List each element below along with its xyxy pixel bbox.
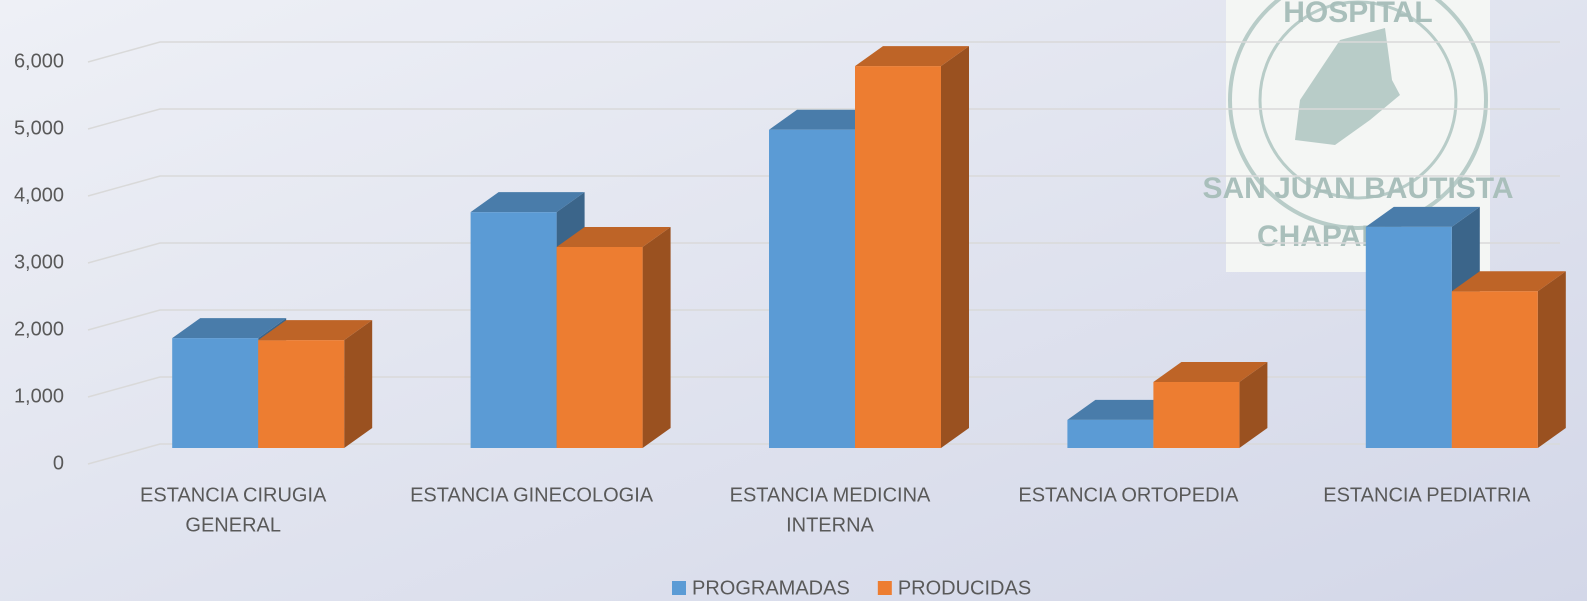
bar-side [1538, 271, 1566, 448]
y-tick-label: 1,000 [14, 385, 64, 407]
y-tick-label: 5,000 [14, 117, 64, 139]
bar [855, 66, 941, 448]
bar [1067, 420, 1153, 448]
y-tick-label: 2,000 [14, 318, 64, 340]
bar-side [643, 227, 671, 448]
y-tick-label: 6,000 [14, 50, 64, 72]
bar [1153, 382, 1239, 448]
x-tick-label: INTERNA [786, 514, 874, 536]
bar [769, 130, 855, 448]
bar [557, 247, 643, 448]
y-tick-label: 0 [53, 452, 64, 474]
x-tick-label: GENERAL [185, 514, 281, 536]
bar-side [344, 320, 372, 448]
bar [172, 338, 258, 448]
chart: HOSPITAL SAN JUAN BAUTISTA CHAPARE PROGR… [0, 0, 1587, 601]
bar [258, 340, 344, 448]
x-tick-label: ESTANCIA MEDICINA [730, 484, 931, 506]
bar-side [941, 46, 969, 448]
x-tick-label: ESTANCIA CIRUGIA [140, 484, 327, 506]
bar [1452, 291, 1538, 448]
legend-label: PROGRAMADAS [692, 577, 850, 599]
legend-swatch [878, 581, 892, 595]
legend-swatch [672, 581, 686, 595]
legend-label: PRODUCIDAS [898, 577, 1031, 599]
y-tick-label: 3,000 [14, 251, 64, 273]
bar [471, 212, 557, 448]
x-tick-label: ESTANCIA ORTOPEDIA [1018, 484, 1239, 506]
logo-text: HOSPITAL [1283, 0, 1432, 29]
x-tick-label: ESTANCIA GINECOLOGIA [410, 484, 654, 506]
y-tick-label: 4,000 [14, 184, 64, 206]
bar [1366, 227, 1452, 448]
logo-text: SAN JUAN BAUTISTA [1202, 172, 1513, 205]
x-tick-label: ESTANCIA PEDIATRIA [1323, 484, 1531, 506]
